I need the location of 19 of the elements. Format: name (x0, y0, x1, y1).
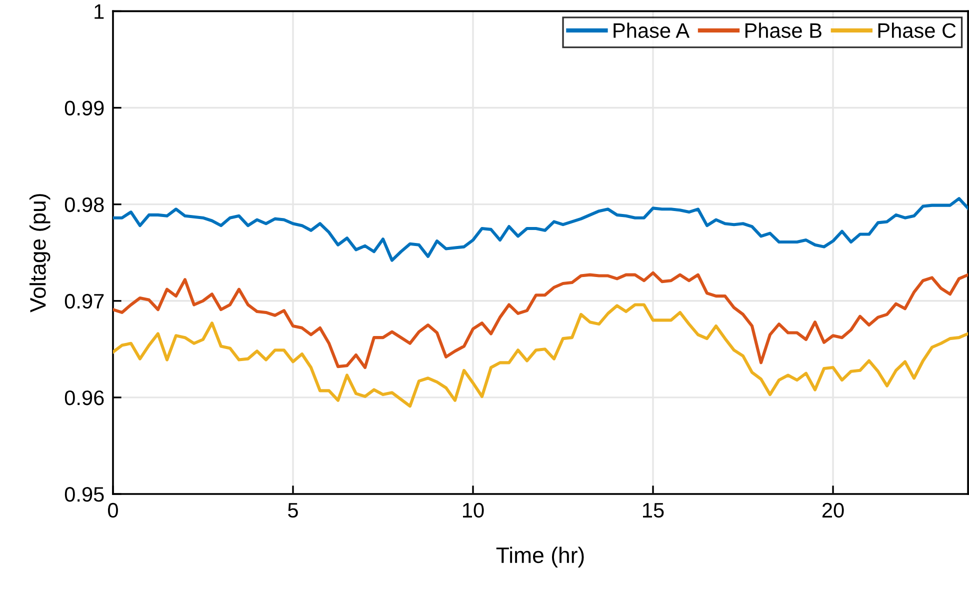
line-series (112, 271, 968, 370)
legend-label: Phase C (878, 22, 956, 38)
x-axis-title: Time (hr) (496, 546, 584, 568)
y-tick-label: 0.95 (64, 487, 104, 502)
legend-label: Phase A (614, 22, 690, 38)
line-series (112, 303, 968, 408)
x-tick-label: 15 (643, 503, 664, 518)
legend-label: Phase B (745, 22, 822, 38)
x-tick-label: 20 (822, 502, 844, 518)
x-tick-label: 10 (463, 502, 484, 518)
y-tick-label: 0.99 (64, 100, 104, 116)
x-tick-label: 0 (108, 502, 118, 518)
y-tick-label: 0.96 (64, 390, 104, 406)
y-axis-title: Voltage (pu) (30, 194, 50, 312)
y-tick-label: 0.98 (64, 197, 104, 212)
y-tick-label: 1 (94, 4, 104, 19)
line-series (112, 197, 968, 262)
y-tick-label: 0.97 (64, 294, 104, 309)
x-tick-label: 5 (288, 503, 298, 518)
